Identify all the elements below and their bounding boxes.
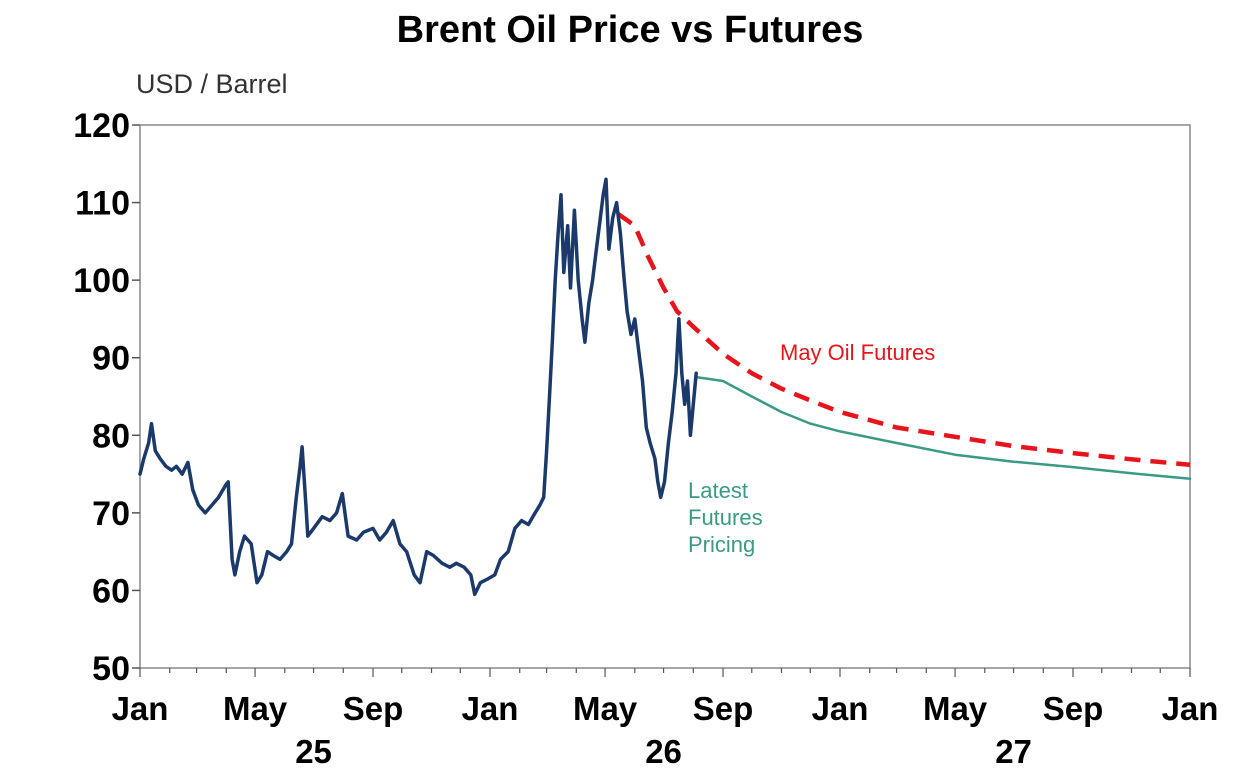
latest-futures-label-line1: Latest [688,478,748,503]
may-futures-label: May Oil Futures [780,340,935,365]
x-tick-label: Sep [1043,690,1104,727]
y-tick-label: 120 [73,107,130,145]
x-tick-label: May [223,690,288,727]
latest-futures-line [694,375,1192,480]
x-axis: Jan May Sep Jan May Sep Jan May Sep Jan 25 26 27 [112,668,1219,770]
x-year-label: 25 [295,733,332,770]
y-tick-label: 60 [92,572,130,610]
brent-line [138,177,698,597]
latest-futures-label-line3: Pricing [688,532,755,557]
x-tick-label: Sep [693,690,754,727]
x-tick-label: Sep [343,690,404,727]
chart-title: Brent Oil Price vs Futures [397,9,864,51]
y-tick-label: 90 [92,340,130,378]
x-tick-label: Jan [462,690,519,727]
y-tick-label: 100 [73,262,130,300]
latest-futures-label-line2: Futures [688,505,763,530]
series-group [138,177,1192,597]
x-tick-label: Jan [812,690,869,727]
may-futures-line [617,212,1191,468]
y-tick-label: 50 [92,650,130,688]
y-axis: 50 60 70 80 90 100 110 120 [73,107,140,688]
x-tick-label: May [923,690,988,727]
x-year-label: 26 [645,733,682,770]
x-year-label: 27 [995,733,1032,770]
x-tick-label: Jan [1162,690,1219,727]
x-tick-label: Jan [112,690,169,727]
y-tick-label: 110 [75,185,130,223]
x-tick-label: May [573,690,638,727]
y-tick-label: 80 [92,417,130,455]
y-tick-label: 70 [92,495,130,533]
y-axis-unit-label: USD / Barrel [136,69,288,99]
plot-frame [139,124,1191,669]
